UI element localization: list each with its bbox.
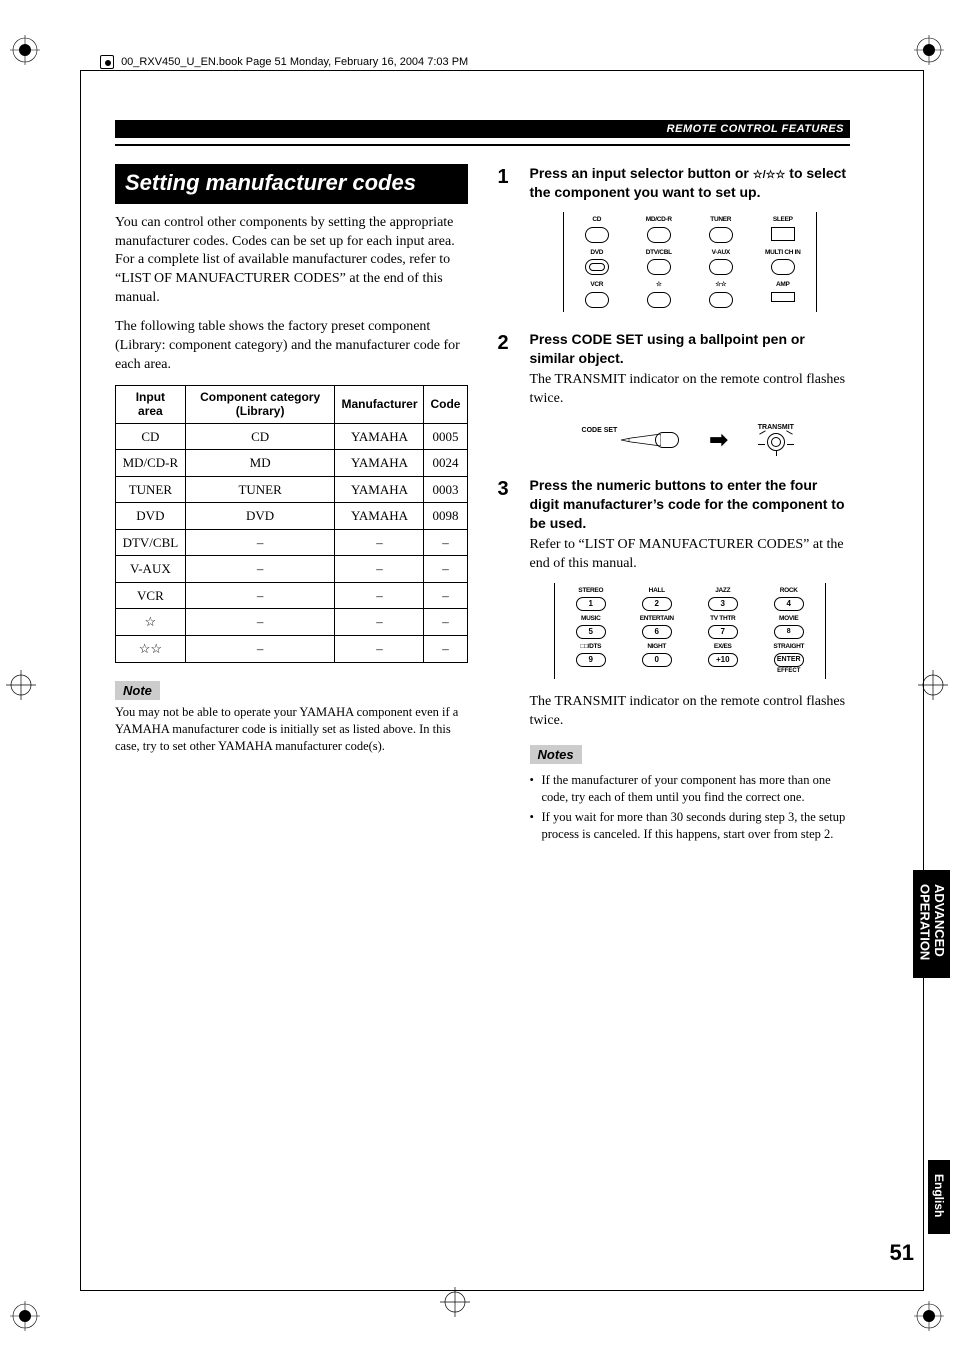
table-row: CDCDYAMAHA0005 bbox=[116, 423, 468, 450]
selector-btn: TUNER bbox=[696, 216, 746, 243]
selector-btn: ☆ bbox=[634, 281, 684, 308]
step-2-text: The TRANSMIT indicator on the remote con… bbox=[530, 371, 851, 409]
reg-mark-bl bbox=[10, 1301, 40, 1331]
file-header: 00_RXV450_U_EN.book Page 51 Monday, Febr… bbox=[100, 55, 468, 69]
step-1-head: Press an input selector button or ☆/☆☆ t… bbox=[530, 164, 851, 202]
numpad-btn: JAZZ3 bbox=[695, 587, 751, 611]
step-2: 2 Press CODE SET using a ballpoint pen o… bbox=[498, 330, 851, 458]
step-2-head: Press CODE SET using a ballpoint pen or … bbox=[530, 330, 851, 368]
section-bar: REMOTE CONTROL FEATURES bbox=[115, 120, 850, 138]
table-row: MD/CD-RMDYAMAHA0024 bbox=[116, 450, 468, 477]
trim-bottom bbox=[80, 1290, 924, 1291]
numpad-btn: MUSIC5 bbox=[563, 615, 619, 639]
intro-1: You can control other components by sett… bbox=[115, 214, 468, 308]
note-item: If you wait for more than 30 seconds dur… bbox=[530, 809, 851, 843]
right-column: 1 Press an input selector button or ☆/☆☆… bbox=[498, 164, 851, 864]
step-1-num: 1 bbox=[498, 164, 516, 312]
codes-table: Input area Component category (Library) … bbox=[115, 385, 468, 663]
th-manufacturer: Manufacturer bbox=[335, 385, 424, 423]
selector-btn: ☆☆ bbox=[696, 281, 746, 308]
step-2-num: 2 bbox=[498, 330, 516, 458]
th-category: Component category (Library) bbox=[185, 385, 335, 423]
step-3-head: Press the numeric buttons to enter the f… bbox=[530, 476, 851, 533]
left-column: Setting manufacturer codes You can contr… bbox=[115, 164, 468, 864]
note-label: Note bbox=[115, 681, 160, 701]
step-1: 1 Press an input selector button or ☆/☆☆… bbox=[498, 164, 851, 312]
thin-rule bbox=[115, 144, 850, 146]
section-title: Setting manufacturer codes bbox=[115, 164, 468, 204]
numpad-btn: HALL2 bbox=[629, 587, 685, 611]
table-row: ☆☆––– bbox=[116, 635, 468, 662]
trim-left bbox=[80, 70, 81, 1291]
numpad-btn: ROCK4 bbox=[761, 587, 817, 611]
selector-diagram: CD MD/CD-R TUNER SLEEP DVD DTV/CBL V-AUX MULTI … bbox=[530, 212, 851, 312]
numpad-btn: ENTERTAIN6 bbox=[629, 615, 685, 639]
table-row: DVDDVDYAMAHA0098 bbox=[116, 503, 468, 530]
selector-btn: DTV/CBL bbox=[634, 249, 684, 276]
table-row: TUNERTUNERYAMAHA0003 bbox=[116, 476, 468, 503]
table-row: DTV/CBL––– bbox=[116, 529, 468, 556]
th-input: Input area bbox=[116, 385, 186, 423]
reg-mark-ml bbox=[6, 670, 36, 700]
numpad-btn: EX/ES+10 bbox=[695, 643, 751, 675]
post-numpad-text: The TRANSMIT indicator on the remote con… bbox=[530, 693, 851, 731]
selector-btn: MULTI CH IN bbox=[758, 249, 808, 276]
numpad-btn: TV THTR7 bbox=[695, 615, 751, 639]
reg-mark-mr bbox=[918, 670, 948, 700]
page-number: 51 bbox=[890, 1240, 914, 1266]
selector-btn: AMP bbox=[758, 281, 808, 308]
intro-2: The following table shows the factory pr… bbox=[115, 318, 468, 375]
th-code: Code bbox=[424, 385, 467, 423]
selector-btn: V-AUX bbox=[696, 249, 746, 276]
step-3: 3 Press the numeric buttons to enter the… bbox=[498, 476, 851, 846]
note-text: You may not be able to operate your YAMA… bbox=[115, 704, 468, 755]
numpad-diagram: STEREO1 HALL2 JAZZ3 ROCK4 MUSIC5 ENTERTAIN6 TV… bbox=[530, 583, 851, 678]
trim-top bbox=[80, 70, 924, 71]
selector-btn: CD bbox=[572, 216, 622, 243]
selector-btn: VCR bbox=[572, 281, 622, 308]
selector-btn: SLEEP bbox=[758, 216, 808, 243]
reg-mark-tr bbox=[914, 35, 944, 65]
table-row: V-AUX––– bbox=[116, 556, 468, 583]
arrow-icon: ➡ bbox=[709, 425, 727, 455]
table-row: VCR––– bbox=[116, 582, 468, 609]
table-row: ☆––– bbox=[116, 609, 468, 636]
selector-btn: MD/CD-R bbox=[634, 216, 684, 243]
selector-btn: DVD bbox=[572, 249, 622, 276]
numpad-btn: STRAIGHTENTEREFFECT bbox=[761, 643, 817, 675]
reg-mark-bc bbox=[440, 1287, 470, 1317]
codeset-diagram: CODE SET ➡ TRANSMIT bbox=[530, 423, 851, 458]
codeset-label: CODE SET bbox=[582, 426, 618, 435]
reg-mark-br bbox=[914, 1301, 944, 1331]
page-content: REMOTE CONTROL FEATURES Setting manufact… bbox=[115, 120, 850, 864]
file-header-text: 00_RXV450_U_EN.book Page 51 Monday, Febr… bbox=[121, 56, 468, 68]
note-item: If the manufacturer of your component ha… bbox=[530, 772, 851, 806]
notes-label: Notes bbox=[530, 745, 582, 765]
notes-list: If the manufacturer of your component ha… bbox=[530, 772, 851, 843]
numpad-btn: MOVIE8 bbox=[761, 615, 817, 639]
transmit-led-icon bbox=[767, 432, 785, 451]
codeset-button-icon bbox=[655, 432, 679, 448]
reg-mark-tl bbox=[10, 35, 40, 65]
step-3-num: 3 bbox=[498, 476, 516, 846]
book-icon bbox=[100, 55, 114, 69]
side-tab-advanced: ADVANCEDOPERATION bbox=[913, 870, 950, 978]
numpad-btn: STEREO1 bbox=[563, 587, 619, 611]
numpad-btn: NIGHT0 bbox=[629, 643, 685, 675]
step-3-text: Refer to “LIST OF MANUFACTURER CODES” at… bbox=[530, 536, 851, 574]
numpad-btn: □□/DTS9 bbox=[563, 643, 619, 675]
side-tab-english: English bbox=[928, 1160, 950, 1234]
